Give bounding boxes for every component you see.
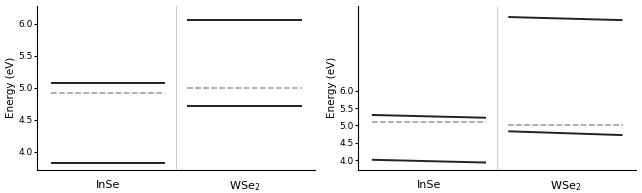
Text: InSe: InSe	[417, 180, 441, 190]
Text: WSe$_2$: WSe$_2$	[229, 180, 260, 193]
Text: InSe: InSe	[96, 180, 120, 190]
Y-axis label: Energy (eV): Energy (eV)	[327, 57, 336, 118]
Text: WSe$_2$: WSe$_2$	[550, 180, 581, 193]
Y-axis label: Energy (eV): Energy (eV)	[6, 57, 15, 118]
